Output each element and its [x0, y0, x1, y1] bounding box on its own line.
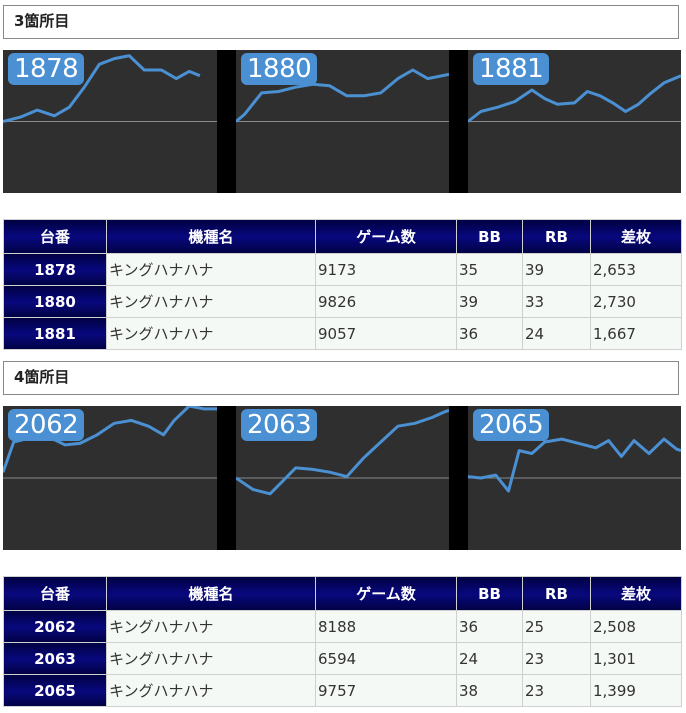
slot-graph[interactable]: 2065	[468, 406, 681, 550]
section-title: 3箇所目	[3, 5, 679, 39]
column-header-game-count: ゲーム数	[315, 576, 457, 611]
graph-canvas	[236, 408, 449, 496]
graph-canvas	[468, 437, 681, 493]
column-header-medal-diff: 差枚	[590, 576, 682, 611]
machine-number-cell[interactable]: 1880	[3, 285, 107, 318]
graph-canvas	[468, 74, 681, 123]
machine-name-cell: キングハナハナ	[106, 253, 316, 286]
rb-cell: 23	[522, 642, 591, 675]
medal-diff-cell: 1,399	[590, 674, 682, 707]
slot-graph[interactable]: 1878	[3, 50, 217, 193]
graph-machine-number: 2065	[473, 409, 550, 441]
machine-name-cell: キングハナハナ	[106, 285, 316, 318]
rb-cell: 33	[522, 285, 591, 318]
table-row: 1881 キングハナハナ 9057 36 24 1,667	[3, 317, 682, 350]
medal-diff-cell: 1,301	[590, 642, 682, 675]
rb-cell: 39	[522, 253, 591, 286]
medal-diff-cell: 2,730	[590, 285, 682, 318]
rb-cell: 23	[522, 674, 591, 707]
graph-machine-number: 2063	[241, 409, 318, 441]
machine-number-cell[interactable]: 2065	[3, 674, 107, 707]
graph-canvas	[236, 68, 449, 123]
game-count-cell: 9757	[315, 674, 457, 707]
slot-graph[interactable]: 1881	[468, 50, 681, 193]
game-count-cell: 9057	[315, 317, 457, 350]
column-header-rb: RB	[522, 219, 591, 254]
bb-cell: 36	[456, 610, 523, 643]
column-header-machine-name: 機種名	[106, 219, 316, 254]
slot-graph[interactable]: 2063	[236, 406, 449, 550]
slot-graph[interactable]: 2062	[3, 406, 217, 550]
graph-machine-number: 2062	[8, 409, 85, 441]
game-count-cell: 9173	[315, 253, 457, 286]
medal-diff-cell: 2,508	[590, 610, 682, 643]
column-header-rb: RB	[522, 576, 591, 611]
graph-row: 1878 1880 1881	[3, 50, 681, 193]
graph-machine-number: 1878	[8, 53, 85, 85]
machine-name-cell: キングハナハナ	[106, 610, 316, 643]
bb-cell: 39	[456, 285, 523, 318]
table-header-row: 台番 機種名 ゲーム数 BB RB 差枚	[3, 576, 682, 611]
bb-cell: 24	[456, 642, 523, 675]
slot-graph[interactable]: 1880	[236, 50, 449, 193]
medal-diff-cell: 2,653	[590, 253, 682, 286]
machine-number-cell[interactable]: 1881	[3, 317, 107, 350]
medal-trend-line	[236, 408, 449, 496]
column-header-game-count: ゲーム数	[315, 219, 457, 254]
medal-trend-line	[468, 74, 681, 123]
medal-trend-line	[468, 437, 681, 493]
machine-name-cell: キングハナハナ	[106, 642, 316, 675]
machine-number-cell[interactable]: 1878	[3, 253, 107, 286]
table-row: 1880 キングハナハナ 9826 39 33 2,730	[3, 285, 682, 318]
graph-machine-number: 1880	[241, 53, 318, 85]
graph-machine-number: 1881	[473, 53, 550, 85]
machine-name-cell: キングハナハナ	[106, 317, 316, 350]
rb-cell: 25	[522, 610, 591, 643]
column-header-medal-diff: 差枚	[590, 219, 682, 254]
table-row: 2062 キングハナハナ 8188 36 25 2,508	[3, 610, 682, 643]
game-count-cell: 8188	[315, 610, 457, 643]
column-header-machine-number: 台番	[3, 219, 107, 254]
column-header-machine-number: 台番	[3, 576, 107, 611]
medal-trend-line	[3, 54, 201, 123]
game-count-cell: 9826	[315, 285, 457, 318]
machine-number-cell[interactable]: 2062	[3, 610, 107, 643]
column-header-bb: BB	[456, 219, 523, 254]
medal-trend-line	[236, 68, 449, 123]
bb-cell: 36	[456, 317, 523, 350]
table-row: 2063 キングハナハナ 6594 24 23 1,301	[3, 642, 682, 675]
machine-number-cell[interactable]: 2063	[3, 642, 107, 675]
graph-canvas	[3, 54, 217, 123]
medal-diff-cell: 1,667	[590, 317, 682, 350]
machine-table: 台番 機種名 ゲーム数 BB RB 差枚 1878 キングハナハナ 9173 3…	[3, 219, 682, 350]
bb-cell: 35	[456, 253, 523, 286]
game-count-cell: 6594	[315, 642, 457, 675]
column-header-machine-name: 機種名	[106, 576, 316, 611]
column-header-bb: BB	[456, 576, 523, 611]
section-title: 4箇所目	[3, 361, 679, 395]
rb-cell: 24	[522, 317, 591, 350]
machine-table: 台番 機種名 ゲーム数 BB RB 差枚 2062 キングハナハナ 8188 3…	[3, 576, 682, 707]
graph-row: 2062 2063 2065	[3, 406, 681, 550]
table-row: 2065 キングハナハナ 9757 38 23 1,399	[3, 674, 682, 707]
machine-name-cell: キングハナハナ	[106, 674, 316, 707]
bb-cell: 38	[456, 674, 523, 707]
table-row: 1878 キングハナハナ 9173 35 39 2,653	[3, 253, 682, 286]
table-header-row: 台番 機種名 ゲーム数 BB RB 差枚	[3, 219, 682, 254]
